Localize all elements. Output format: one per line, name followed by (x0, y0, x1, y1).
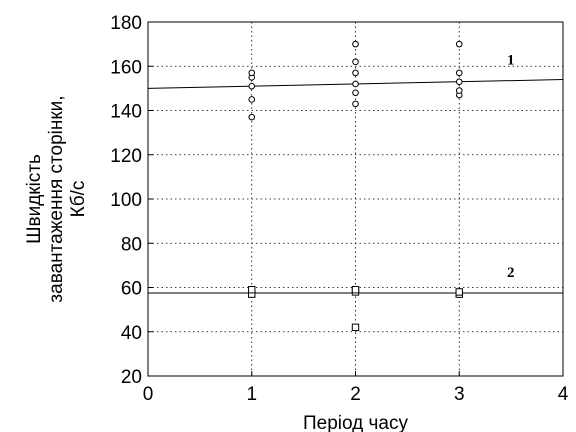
y-axis-title-line: завантаження сторінки, (46, 95, 67, 302)
data-point-square (351, 286, 360, 294)
data-point-square (455, 288, 463, 296)
x-tick-label: 0 (143, 384, 154, 405)
y-tick-label: 160 (110, 57, 142, 78)
y-axis-title-line: Швидкість (24, 154, 45, 244)
data-point-circle (455, 40, 463, 48)
data-point-circle (455, 87, 463, 94)
data-point-circle (352, 69, 359, 77)
data-point-circle (352, 58, 359, 66)
series-label-2: 2 (507, 265, 514, 281)
data-point-circle (352, 89, 359, 97)
data-point-circle (248, 82, 256, 90)
data-points (248, 40, 463, 332)
data-point-circle (248, 69, 256, 77)
y-tick-label: 180 (110, 13, 142, 34)
series-label-1: 1 (507, 53, 514, 69)
y-tick-label: 20 (121, 367, 142, 388)
y-tick-label: 100 (110, 190, 142, 211)
data-point-circle (248, 96, 256, 103)
x-tick-label: 3 (454, 384, 465, 405)
x-tick-label: 2 (350, 384, 361, 405)
x-axis-title: Період часу (303, 413, 408, 432)
y-tick-label: 80 (121, 234, 142, 255)
x-tick-label: 4 (558, 384, 569, 405)
data-point-square (351, 323, 360, 332)
series-labels: 12 (507, 53, 514, 281)
y-tick-label: 120 (110, 146, 142, 167)
y-tick-label: 40 (121, 323, 142, 344)
data-point-circle (455, 78, 463, 86)
data-point-circle (352, 100, 359, 108)
data-point-circle (352, 80, 359, 88)
y-tick-label: 140 (110, 102, 142, 123)
data-point-circle (455, 69, 463, 77)
y-axis-title-line: Кб/с (68, 181, 89, 218)
y-tick-label: 60 (121, 279, 142, 300)
y-axis-title: Швидкість завантаження сторінки, Кб/с (24, 95, 89, 302)
x-tick-label: 1 (246, 384, 257, 405)
data-point-circle (352, 40, 359, 48)
data-point-circle (248, 113, 256, 121)
data-point-square (248, 286, 256, 294)
